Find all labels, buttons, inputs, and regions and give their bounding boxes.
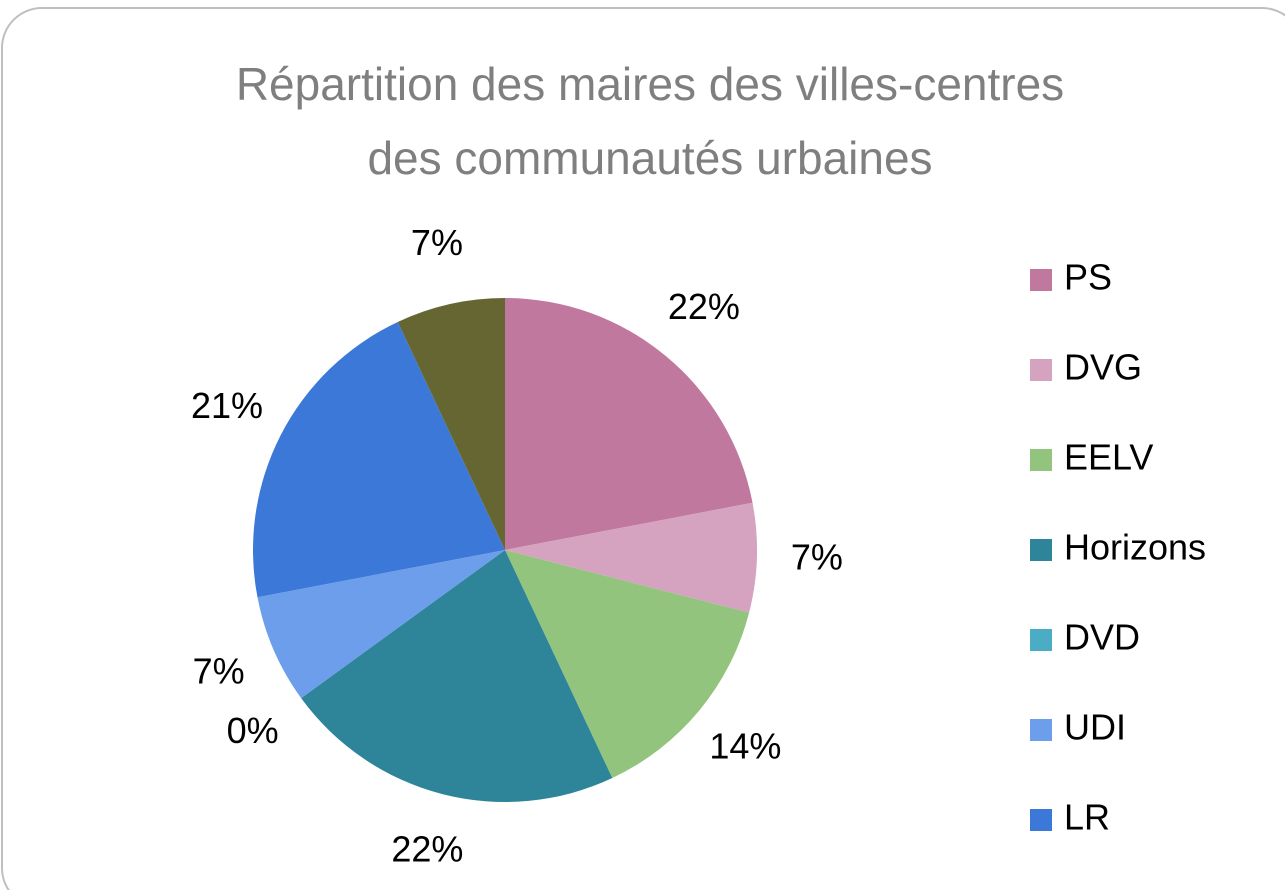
data-label: 21% bbox=[191, 385, 263, 426]
legend-label: EELV bbox=[1064, 437, 1153, 478]
pie-slice bbox=[253, 321, 505, 598]
data-label: 14% bbox=[709, 725, 781, 766]
data-label: 7% bbox=[411, 222, 463, 263]
pie-slice bbox=[505, 298, 753, 550]
data-label: 7% bbox=[193, 650, 245, 691]
data-label: 22% bbox=[391, 829, 463, 870]
legend-swatch bbox=[1030, 539, 1052, 561]
data-label: 7% bbox=[791, 536, 843, 577]
legend-swatch bbox=[1030, 629, 1052, 651]
pie-slice bbox=[397, 298, 505, 550]
chart-title: des communautés urbaines bbox=[367, 132, 932, 184]
pie-slice bbox=[257, 550, 505, 699]
legend-label: UDI bbox=[1064, 707, 1126, 748]
data-label: 22% bbox=[668, 286, 740, 327]
legend-swatch bbox=[1030, 449, 1052, 471]
data-label: 0% bbox=[227, 710, 279, 751]
legend-label: LR bbox=[1064, 797, 1110, 838]
legend-swatch bbox=[1030, 719, 1052, 741]
pie-slice bbox=[505, 502, 757, 613]
chart-title: Répartition des maires des villes-centre… bbox=[236, 58, 1064, 110]
legend-label: PS bbox=[1064, 257, 1112, 298]
pie-slice bbox=[505, 550, 750, 779]
legend-swatch bbox=[1030, 359, 1052, 381]
legend-label: DVG bbox=[1064, 347, 1142, 388]
legend-swatch bbox=[1030, 809, 1052, 831]
legend-label: Horizons bbox=[1064, 527, 1206, 568]
legend-label: DVD bbox=[1064, 617, 1140, 658]
legend-swatch bbox=[1030, 269, 1052, 291]
pie-slice bbox=[301, 550, 613, 803]
